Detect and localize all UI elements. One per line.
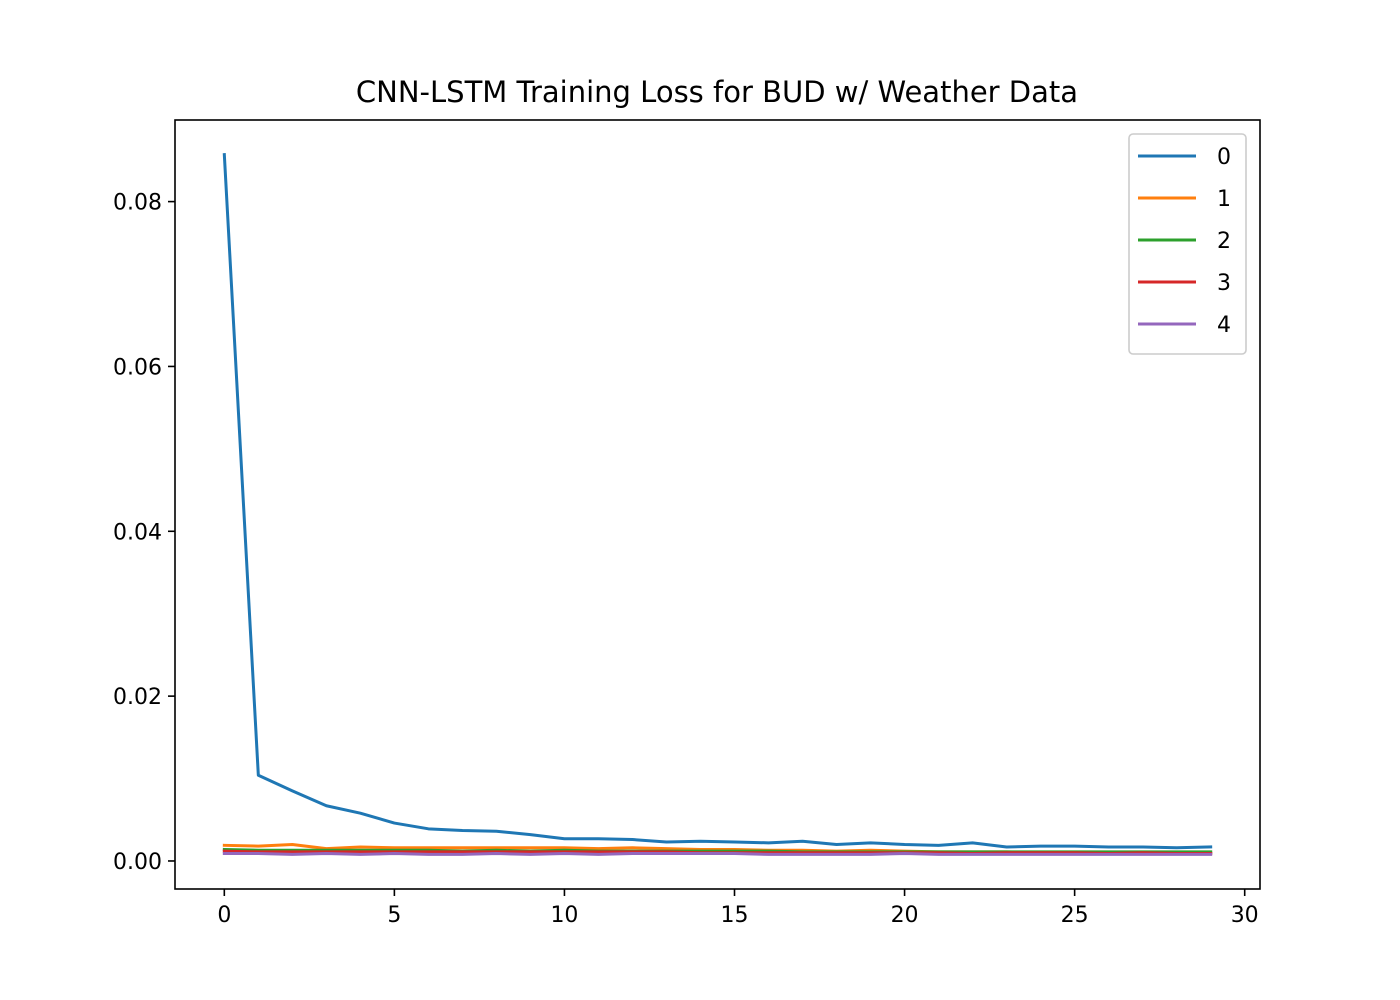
x-tick-label: 20 xyxy=(891,903,919,928)
legend-label: 0 xyxy=(1217,145,1231,170)
y-axis: 0.00 0.02 0.04 0.06 0.08 xyxy=(113,191,175,875)
y-tick-label: 0.02 xyxy=(113,685,162,710)
legend-label: 2 xyxy=(1217,229,1231,254)
series-layer xyxy=(222,153,1213,856)
y-tick-label: 0.08 xyxy=(113,191,162,216)
y-tick-label: 0.06 xyxy=(113,355,162,380)
x-tick-label: 30 xyxy=(1231,903,1259,928)
x-tick-label: 25 xyxy=(1061,903,1089,928)
series-line-0 xyxy=(222,153,1213,850)
legend-item-4[interactable]: 4 xyxy=(1138,313,1231,338)
y-tick-label: 0.04 xyxy=(113,520,162,545)
legend-item-0[interactable]: 0 xyxy=(1138,145,1231,170)
y-tick-label: 0.00 xyxy=(113,850,162,875)
legend-item-1[interactable]: 1 xyxy=(1138,187,1231,212)
series-line-4 xyxy=(222,852,1213,856)
legend-item-2[interactable]: 2 xyxy=(1138,229,1231,254)
x-axis: 0 5 10 15 20 25 30 xyxy=(217,889,1259,928)
legend-label: 1 xyxy=(1217,187,1231,212)
legend-item-3[interactable]: 3 xyxy=(1138,271,1231,296)
axes-frame xyxy=(174,119,1261,890)
legend-label: 3 xyxy=(1217,271,1231,296)
legend[interactable]: 0 1 2 3 4 xyxy=(1128,133,1247,355)
legend-box xyxy=(1128,133,1247,355)
x-tick-label: 5 xyxy=(387,903,401,928)
x-tick-label: 15 xyxy=(721,903,749,928)
legend-label: 4 xyxy=(1217,313,1231,338)
x-tick-label: 10 xyxy=(550,903,578,928)
x-tick-label: 0 xyxy=(217,903,231,928)
chart-title: CNN-LSTM Training Loss for BUD w/ Weathe… xyxy=(356,75,1078,109)
